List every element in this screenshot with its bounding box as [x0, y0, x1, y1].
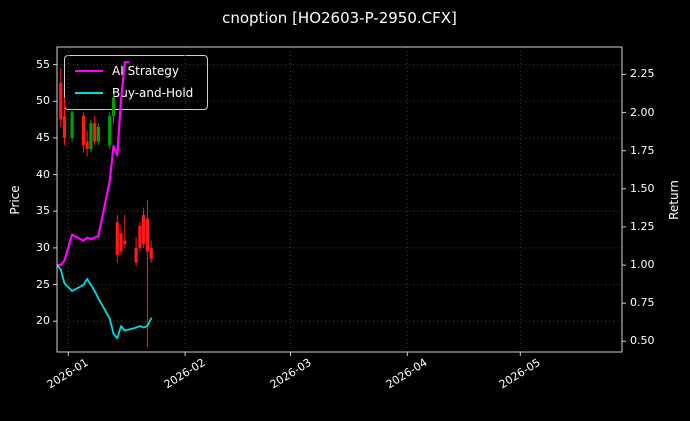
return-axis-label: Return	[667, 180, 681, 220]
price-tick-label: 30	[36, 240, 50, 254]
candle-body	[93, 123, 97, 142]
return-tick-label: 0.75	[630, 296, 655, 310]
candle-body	[119, 233, 123, 252]
candle-body	[142, 214, 146, 245]
candle-body	[134, 247, 138, 263]
price-tick-label: 35	[36, 204, 50, 218]
price-tick-label: 50	[36, 94, 50, 108]
candle-body	[149, 247, 153, 259]
candle-body	[59, 82, 63, 120]
plot-border	[56, 46, 623, 353]
candle-body	[96, 126, 100, 142]
candle-body	[81, 115, 85, 146]
candle-body	[123, 240, 127, 245]
legend-label-ai-strategy: AI Strategy	[112, 64, 179, 78]
candle-body	[115, 222, 119, 256]
legend-item-buy-and-hold: Buy-and-Hold	[75, 86, 193, 100]
candle-body	[138, 225, 142, 248]
chart-title: cnoption [HO2603-P-2950.CFX]	[222, 9, 457, 27]
candle-body	[85, 141, 89, 149]
return-tick-label: 1.00	[630, 258, 655, 272]
price-tick-label: 25	[36, 277, 50, 291]
price-tick-label: 55	[36, 57, 50, 71]
price-tick-label: 45	[36, 130, 50, 144]
return-tick-label: 1.50	[630, 181, 655, 195]
return-tick-label: 1.25	[630, 219, 655, 233]
candle-body	[89, 123, 93, 149]
return-tick-label: 0.50	[630, 334, 655, 348]
ai-strategy-line-swatch	[75, 70, 103, 72]
price-tick-label: 20	[36, 314, 50, 328]
return-tick-label: 1.75	[630, 143, 655, 157]
candle-body	[108, 115, 112, 146]
buy-and-hold-line-swatch	[75, 92, 103, 94]
return-tick-label: 2.00	[630, 105, 655, 119]
ai-strategy-line	[57, 61, 130, 267]
candle-body	[62, 115, 67, 138]
legend: AI Strategy Buy-and-Hold	[64, 55, 209, 110]
buy-and-hold-line	[57, 264, 153, 340]
legend-item-ai-strategy: AI Strategy	[75, 64, 193, 78]
legend-label-buy-and-hold: Buy-and-Hold	[112, 86, 194, 100]
candle-body	[70, 112, 74, 138]
candle-body	[111, 97, 116, 116]
return-tick-label: 2.25	[630, 67, 655, 81]
candle-body	[145, 218, 149, 252]
price-tick-label: 40	[36, 167, 50, 181]
